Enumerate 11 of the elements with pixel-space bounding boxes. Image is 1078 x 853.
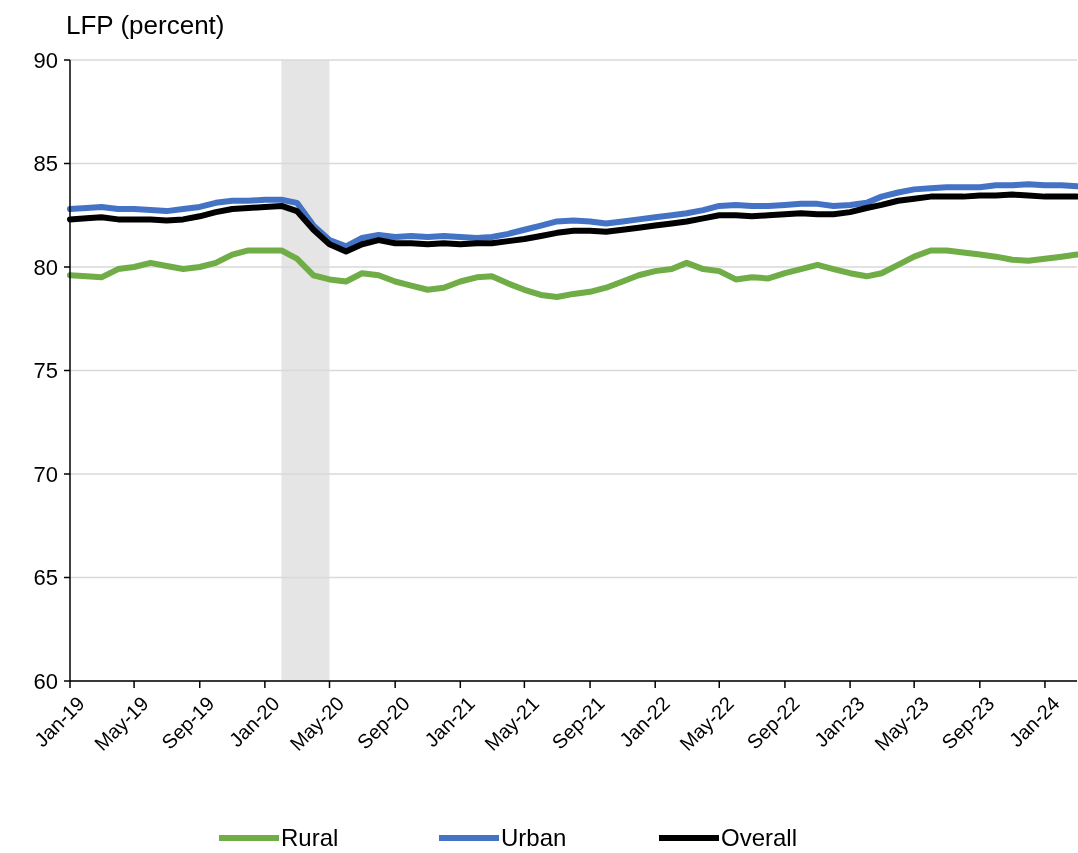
legend-label: Rural (281, 824, 339, 852)
y-tick-label: 90 (33, 47, 58, 73)
y-tick-label: 85 (33, 151, 58, 177)
y-tick-label: 75 (33, 358, 58, 384)
y-axis-title: LFP (percent) (66, 10, 225, 40)
legend-label: Overall (721, 824, 798, 852)
y-tick-label: 60 (33, 668, 58, 694)
y-tick-label: 80 (33, 254, 58, 280)
y-tick-label: 70 (33, 461, 58, 487)
y-tick-label: 65 (33, 565, 58, 591)
legend-label: Urban (501, 824, 567, 852)
